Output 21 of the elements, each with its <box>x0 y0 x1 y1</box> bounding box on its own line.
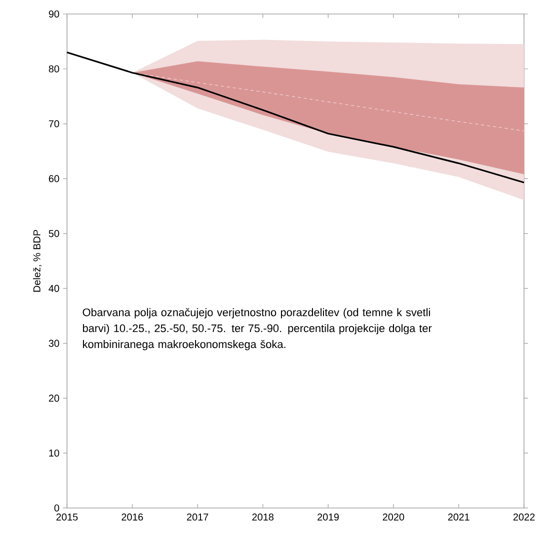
y-tick-label: 60 <box>48 175 60 182</box>
x-tick-label: 2022 <box>513 514 535 521</box>
y-tick-label: 10 <box>49 450 60 457</box>
annotation: Obarvana polja označujejo verjetnostno porazdelitev (od temne k svetli barvi) 10.-25., 25.-50, 50.-75. ter 75.-90. percentila projekcije dolga ter kombiniranega makroekonomskega šoka. <box>82 308 432 350</box>
x-tick-label: 2021 <box>448 514 470 521</box>
line-series <box>66 52 525 184</box>
x-tick-label: 2020 <box>382 514 404 521</box>
x-tick-label: 2018 <box>252 514 274 521</box>
x-tick-label: 2019 <box>318 514 339 521</box>
y-tick-label: 80 <box>48 65 60 72</box>
y-tick-label: 70 <box>48 120 60 128</box>
y-tick-label: 0 <box>54 504 60 512</box>
y-axis-title: Delež, % BDP <box>33 230 42 292</box>
x-tick-label: 2016 <box>122 514 143 521</box>
y-tick-label: 90 <box>48 10 60 18</box>
y-tick-label: 20 <box>48 394 60 402</box>
x-tick-label: 2015 <box>56 514 78 521</box>
x-tick-label: 2017 <box>186 514 208 521</box>
y-tick-label: 30 <box>48 340 60 347</box>
y-tick-label: 50 <box>48 230 60 238</box>
y-tick-label: 40 <box>48 284 60 292</box>
